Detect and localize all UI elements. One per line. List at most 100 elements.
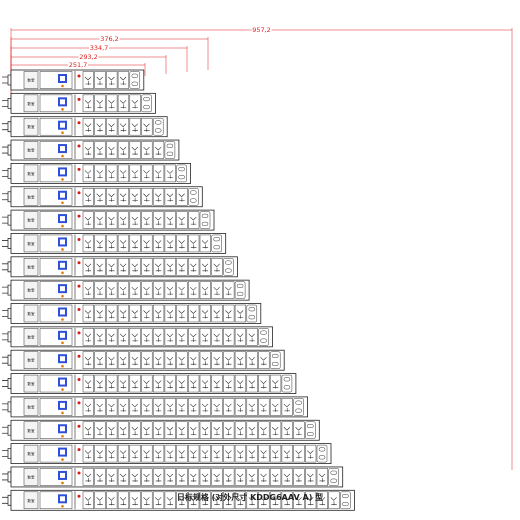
outlet-pins-icon <box>236 310 244 319</box>
diagram-caption: 日标规格 (对外尺寸 KDDG6AAV A) 型 <box>177 492 323 502</box>
indicator-light-icon <box>61 271 64 275</box>
indicator-light-icon <box>61 411 64 415</box>
outlet-pins-icon <box>190 473 197 482</box>
outlet-socket <box>82 398 94 416</box>
meter-panel <box>39 94 73 113</box>
outlet-pins-icon <box>143 263 150 272</box>
outlet-pins-icon <box>178 450 185 459</box>
power-switch-icon <box>77 167 81 171</box>
outlet-pins-icon <box>248 380 255 389</box>
display-screen <box>60 472 65 478</box>
outlet-pins-icon <box>96 123 103 132</box>
mounting-slot-icon <box>295 408 302 413</box>
end-cap <box>223 258 234 276</box>
outlet-socket <box>141 281 153 299</box>
pdu-strip: 数宝 <box>2 443 332 465</box>
outlet-socket <box>258 444 270 463</box>
outlet-pins-icon <box>201 310 209 319</box>
outlet-pins-icon <box>84 76 92 85</box>
power-switch-icon <box>77 237 81 241</box>
outlet-socket <box>188 491 200 510</box>
outlet-socket <box>94 468 106 486</box>
outlet-pins-icon <box>190 427 197 436</box>
brand-plate <box>23 328 39 346</box>
outlet-socket <box>94 304 106 323</box>
outlet-pins-icon <box>119 497 127 506</box>
end-cap <box>305 421 316 439</box>
brand-plate <box>23 351 39 369</box>
brand-plate <box>23 468 39 486</box>
power-plug-icon <box>2 74 12 86</box>
outlet-socket <box>117 141 130 159</box>
outlet-socket <box>188 328 200 346</box>
outlet-pins-icon <box>272 403 279 412</box>
outlet-pins-icon <box>213 333 220 342</box>
brand-plate <box>23 444 39 463</box>
outlet-socket <box>82 374 94 393</box>
outlet-socket <box>269 374 282 393</box>
outlet-pins-icon <box>119 263 127 272</box>
power-plug-icon <box>2 448 12 460</box>
outlet-pins-icon <box>131 240 138 249</box>
outlet-pins-icon <box>190 333 197 342</box>
outlet-pins-icon <box>307 450 314 459</box>
outlet-pins-icon <box>96 403 103 412</box>
outlet-socket <box>164 304 176 323</box>
outlet-pins-icon <box>213 380 220 389</box>
outlet-pins-icon <box>96 497 103 506</box>
outlet-pins-icon <box>307 497 314 506</box>
brand-plate <box>23 141 39 159</box>
outlet-socket <box>152 234 165 253</box>
mounting-slot-icon <box>178 167 185 172</box>
outlet-pins-icon <box>155 263 162 272</box>
indicator-light-icon <box>61 131 64 134</box>
outlet-socket <box>269 444 282 463</box>
brand-plate <box>23 71 39 89</box>
outlet-socket <box>129 374 141 393</box>
outlet-socket <box>176 421 188 439</box>
outlet-pins-icon <box>131 100 138 109</box>
outlet-socket <box>94 141 106 159</box>
outlet-socket <box>82 468 94 486</box>
outlet-pins-icon <box>131 146 138 156</box>
outlet-socket <box>106 491 118 510</box>
outlet-pins-icon <box>178 333 185 342</box>
outlet-socket <box>281 398 293 416</box>
pdu-strip: 数宝 <box>2 326 273 348</box>
outlet-pins-icon <box>260 427 267 436</box>
outlet-pins-icon <box>155 473 162 482</box>
outlet-pins-icon <box>155 403 162 412</box>
outlet-pins-icon <box>178 380 185 389</box>
dimension-label: 251,7 <box>69 61 88 69</box>
end-cap <box>176 164 187 183</box>
outlet-socket <box>281 421 293 439</box>
mounting-slot-icon <box>143 105 150 110</box>
outlet-pins-icon <box>96 170 103 179</box>
outlet-pins-icon <box>190 286 197 296</box>
power-plug-icon <box>2 354 12 366</box>
power-switch-icon <box>77 97 81 101</box>
outlet-pins-icon <box>166 240 174 249</box>
outlet-socket <box>176 398 188 416</box>
outlet-pins-icon <box>131 310 138 319</box>
outlet-socket <box>106 304 118 323</box>
power-plug-icon <box>2 238 12 249</box>
meter-panel <box>39 444 73 463</box>
pdu-strip: 数宝 <box>2 116 168 138</box>
end-cap <box>281 374 293 393</box>
outlet-socket <box>94 444 106 463</box>
display-screen <box>60 379 65 385</box>
outlet-pins-icon <box>131 427 138 436</box>
outlet-socket <box>199 258 211 276</box>
outlet-socket <box>117 444 130 463</box>
outlet-pins-icon <box>143 380 150 389</box>
outlet-socket <box>106 71 118 89</box>
brand-label: 数宝 <box>27 78 35 83</box>
outlet-pins-icon <box>96 310 103 319</box>
outlet-socket <box>316 491 328 510</box>
outlet-pins-icon <box>155 193 162 202</box>
outlet-socket <box>176 444 188 463</box>
outlet-pins-icon <box>108 310 115 319</box>
power-switch-icon <box>77 448 81 452</box>
outlet-pins-icon <box>131 123 138 132</box>
